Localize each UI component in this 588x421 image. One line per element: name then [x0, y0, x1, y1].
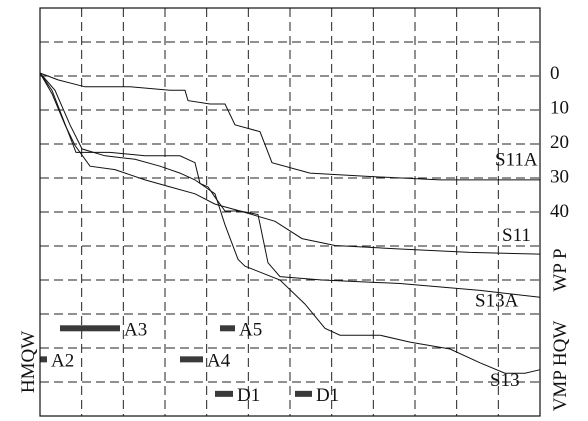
event-bar-d1 [215, 390, 233, 397]
series-label-s11: S11 [502, 225, 531, 246]
event-bar-label-a3: A3 [124, 319, 147, 340]
right-axis-mark-bottom: VMP HQW [550, 321, 571, 412]
grid [40, 8, 540, 416]
y-tick-label: 0 [550, 63, 560, 84]
series-label-s13a: S13A [475, 291, 519, 312]
event-bar-label-a4: A4 [207, 350, 231, 371]
event-bar-a4 [180, 356, 203, 363]
y-tick-label: 30 [550, 167, 569, 188]
y-tick-label: 40 [550, 201, 569, 222]
y-tick-label: 20 [550, 132, 569, 153]
event-bar-label-a5: A5 [239, 319, 262, 340]
series-line-s11 [39, 72, 541, 255]
right-axis-mark-top: WP P [550, 248, 571, 291]
y-tick-label: 10 [550, 98, 569, 119]
event-bars [40, 325, 312, 397]
labels: S11A S11 S13A S13 A3 A5 A2 A4 D1 D1 0 10 20 30 40 HMQW W… [18, 63, 571, 411]
event-bar-label-a2: A2 [51, 350, 74, 371]
event-bar-label-d1: D1 [237, 385, 260, 406]
series-label-s11a: S11A [495, 149, 538, 170]
event-bar-d1 [295, 390, 312, 397]
left-axis-mark: HMQW [18, 331, 39, 393]
series-lines [39, 72, 541, 374]
event-bar-a5 [220, 325, 235, 332]
series-line-s13a [39, 72, 541, 298]
event-bar-label-d1: D1 [316, 385, 339, 406]
event-bar-a3 [60, 325, 120, 332]
event-bar-a2 [40, 356, 47, 363]
series-label-s13: S13 [490, 370, 520, 391]
plot-frame [39, 7, 541, 417]
series-line-s13 [39, 72, 541, 374]
series-line-s11a [39, 72, 540, 181]
